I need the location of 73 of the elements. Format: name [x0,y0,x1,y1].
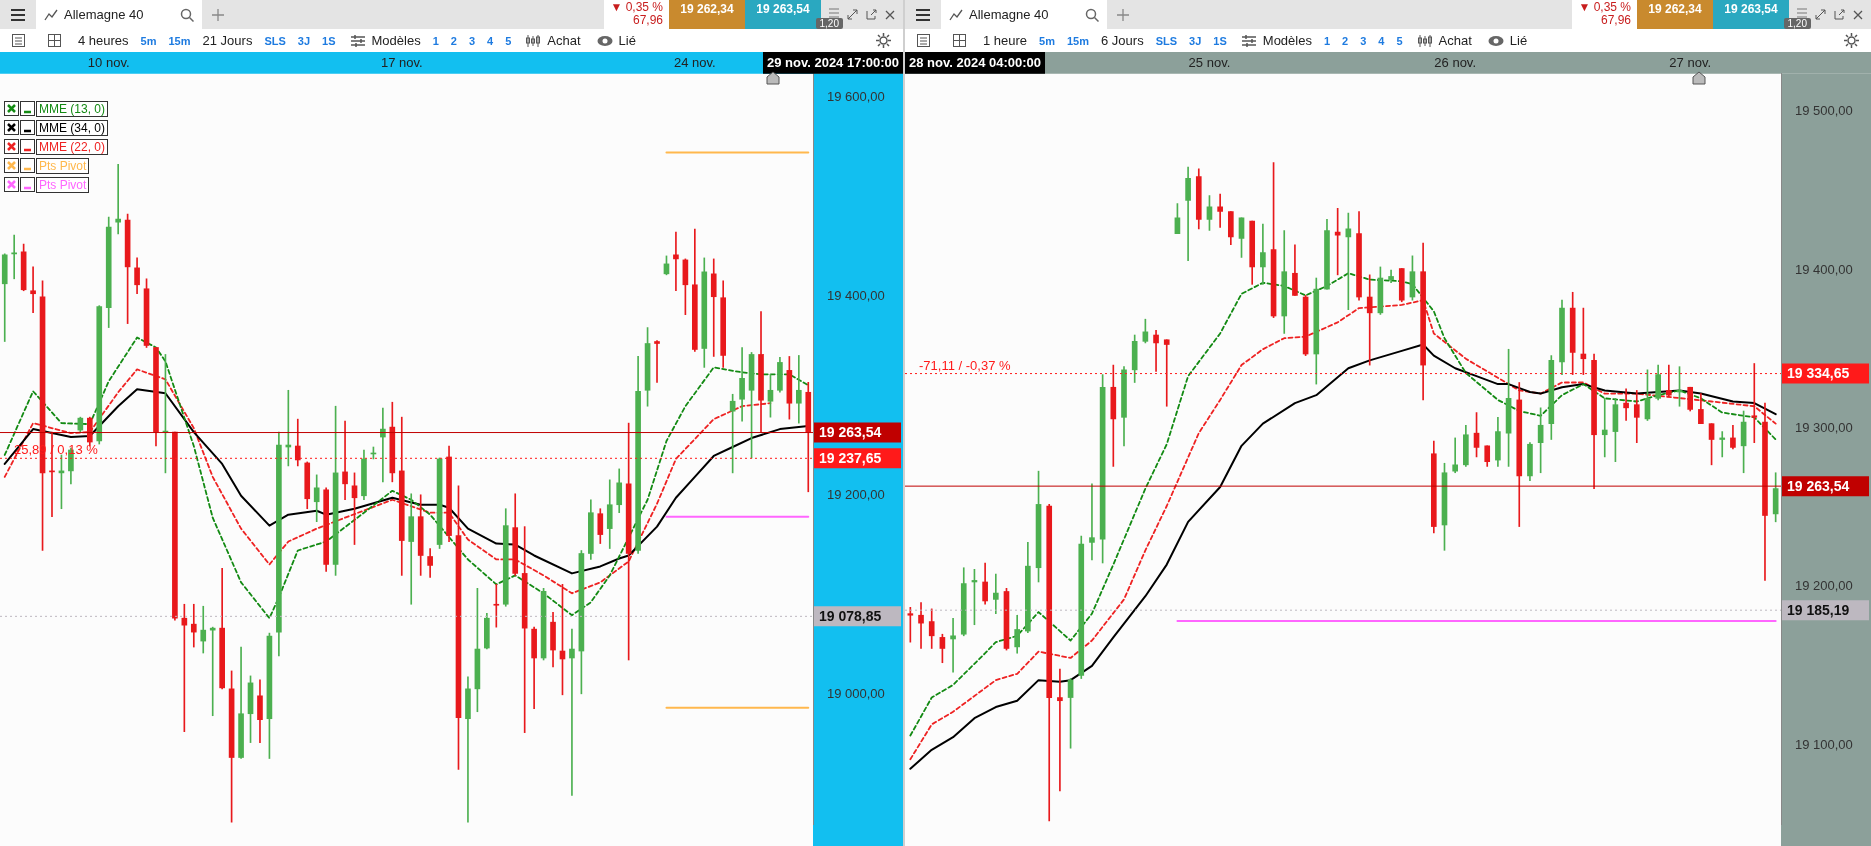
legend-label: Pts Pivot [36,157,90,174]
chart-title: Allemagne 40 [969,7,1049,22]
y-tick-label: 19 600,00 [827,89,885,105]
x-tick-label: 10 nov. [87,55,130,71]
text: 4 [486,34,495,47]
text: 1 heure [982,33,1029,48]
annotation: -71,11 / -0,37 % [919,357,1011,373]
y-tick-label: 19 200,00 [827,487,885,503]
text: Lié [617,33,637,48]
text: 21 Jours [201,33,254,48]
y-tick-label: 19 400,00 [827,288,885,304]
text: 1 [1322,34,1332,47]
line-series [3,336,810,620]
text: 19 263,54 [745,0,821,29]
text: 1S [321,34,337,47]
text: 19 262,34 [1637,0,1713,29]
text: SLS [263,34,287,47]
legend-label: MME (34, 0) [36,119,109,136]
text: Achat [1437,33,1473,48]
text: 15m [167,34,192,47]
y-tick-label: 19 200,00 [1795,578,1853,594]
text: Modèles [370,33,422,48]
text: Lié [1508,33,1529,48]
text: 5 [504,34,513,47]
text: 19 262,34 [669,0,745,29]
text: SLS [1154,34,1179,47]
text: 2 [449,34,458,47]
text: 4 [1377,34,1386,47]
text: 1,20 [815,18,843,29]
text: 5 [1395,34,1404,47]
text: 3J [296,34,312,47]
ref-line-label: 19 185,19 [1787,602,1850,619]
text: Modèles [1261,33,1313,48]
text: 3 [1359,34,1368,47]
x-tick-label: 25 nov. [1188,55,1231,71]
y-tick-label: 19 000,00 [827,686,885,702]
y-tick-label: 19 400,00 [1795,261,1853,277]
text: 6 Jours [1100,33,1145,48]
ref-line-label: 19 334,65 [1787,365,1850,382]
text: 29 nov. 2024 17:00:00 [766,55,899,71]
x-tick-label: 17 nov. [380,55,423,71]
x-tick-label: 27 nov. [1669,55,1712,71]
ref-line-label: 19 078,85 [819,608,882,625]
legend-label: Pts Pivot [36,176,90,193]
legend-label: MME (22, 0) [36,138,109,155]
text: 19 263,54 [1713,0,1789,29]
text: 5m [1038,34,1056,47]
text: 4 heures [77,33,130,48]
text: 3 [467,34,477,47]
ref-line-label: 19 263,54 [1787,478,1850,494]
x-tick-label: 24 nov. [673,55,716,71]
text: 3J [1188,34,1203,47]
y-tick-label: 19 100,00 [1795,736,1853,752]
ref-line-label: 19 237,65 [819,450,882,467]
legend-label: MME (13, 0) [36,100,109,117]
text: ▼ 0,35 % [610,0,663,14]
text: ▼ 0,35 % [1578,0,1631,14]
x-tick-label: 26 nov. [1434,55,1477,71]
text: 2 [1341,34,1350,47]
chart-title: Allemagne 40 [64,7,144,22]
y-tick-label: 19 300,00 [1795,420,1853,435]
text: 1S [1212,34,1228,47]
ref-line-label: 19 263,54 [819,424,882,441]
text: 67,96 [632,13,663,27]
text: 28 nov. 2024 04:00:00 [909,55,1042,71]
text: Achat [546,33,582,48]
text: 1 [431,34,440,47]
candlestick [1751,363,1758,443]
text: 5m [139,34,158,47]
text: 15m [1066,34,1091,47]
y-tick-label: 19 500,00 [1795,103,1853,119]
text: 1,20 [1783,18,1811,29]
text: 67,96 [1600,13,1631,27]
